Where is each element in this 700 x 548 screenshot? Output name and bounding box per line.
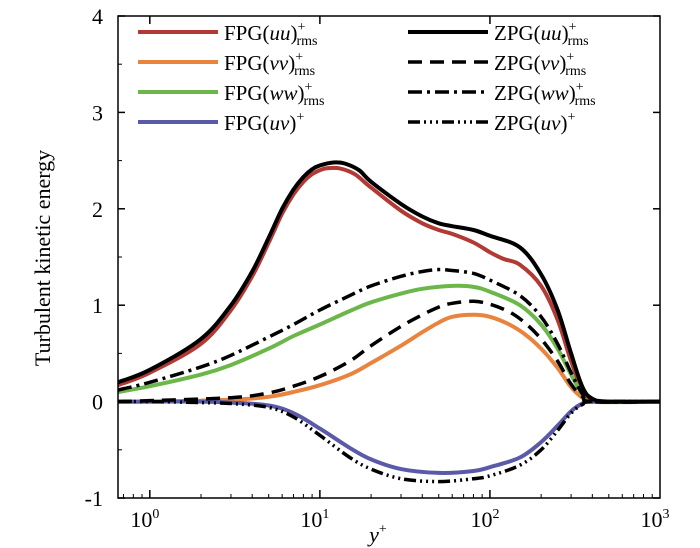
x-tick-label: 103 bbox=[641, 507, 670, 532]
y-tick-label: -1 bbox=[85, 486, 103, 511]
legend-label-fpg-uv: FPG(uv)+ bbox=[224, 110, 304, 135]
y-axis-title: Turbulent kinetic energy bbox=[30, 150, 55, 366]
series-line-fpg-uv bbox=[117, 399, 661, 475]
x-tick-label: 101 bbox=[300, 507, 329, 532]
y-tick-label: 2 bbox=[92, 197, 103, 222]
axis-ticks: -1 0 1 2 3 4 100 101 102 103 bbox=[85, 4, 670, 532]
legend-label-zpg-ww: ZPG(ww)+ rms bbox=[494, 80, 596, 109]
series-lines bbox=[117, 160, 661, 484]
legend-label-zpg-uv: ZPG(uv)+ bbox=[494, 110, 576, 135]
series-line-fpg-uu bbox=[117, 165, 661, 404]
series-line-zpg-uu bbox=[117, 160, 661, 404]
series-line-zpg-ww bbox=[117, 267, 661, 404]
y-tick-label: 3 bbox=[92, 100, 103, 125]
legend-label-zpg-uu: ZPG(uu)+ rms bbox=[494, 20, 589, 49]
y-tick-label: 1 bbox=[92, 293, 103, 318]
legend-label-fpg-ww: FPG(ww)+ rms bbox=[224, 80, 324, 109]
x-tick-label: 100 bbox=[130, 507, 159, 532]
series-line-fpg-vv bbox=[117, 312, 661, 404]
legend-label-fpg-uu: FPG(uu)+ rms bbox=[224, 20, 317, 49]
legend-label-zpg-vv: ZPG(vv)+ rms bbox=[494, 50, 586, 79]
x-axis-title: y+ bbox=[367, 522, 387, 547]
series-line-zpg-vv bbox=[117, 299, 661, 404]
y-tick-label: 0 bbox=[92, 390, 103, 415]
legend-label-fpg-vv: FPG(vv)+ rms bbox=[224, 50, 315, 79]
x-tick-label: 102 bbox=[470, 507, 499, 532]
series-line-zpg-uv bbox=[117, 399, 661, 484]
y-tick-label: 4 bbox=[92, 4, 103, 29]
